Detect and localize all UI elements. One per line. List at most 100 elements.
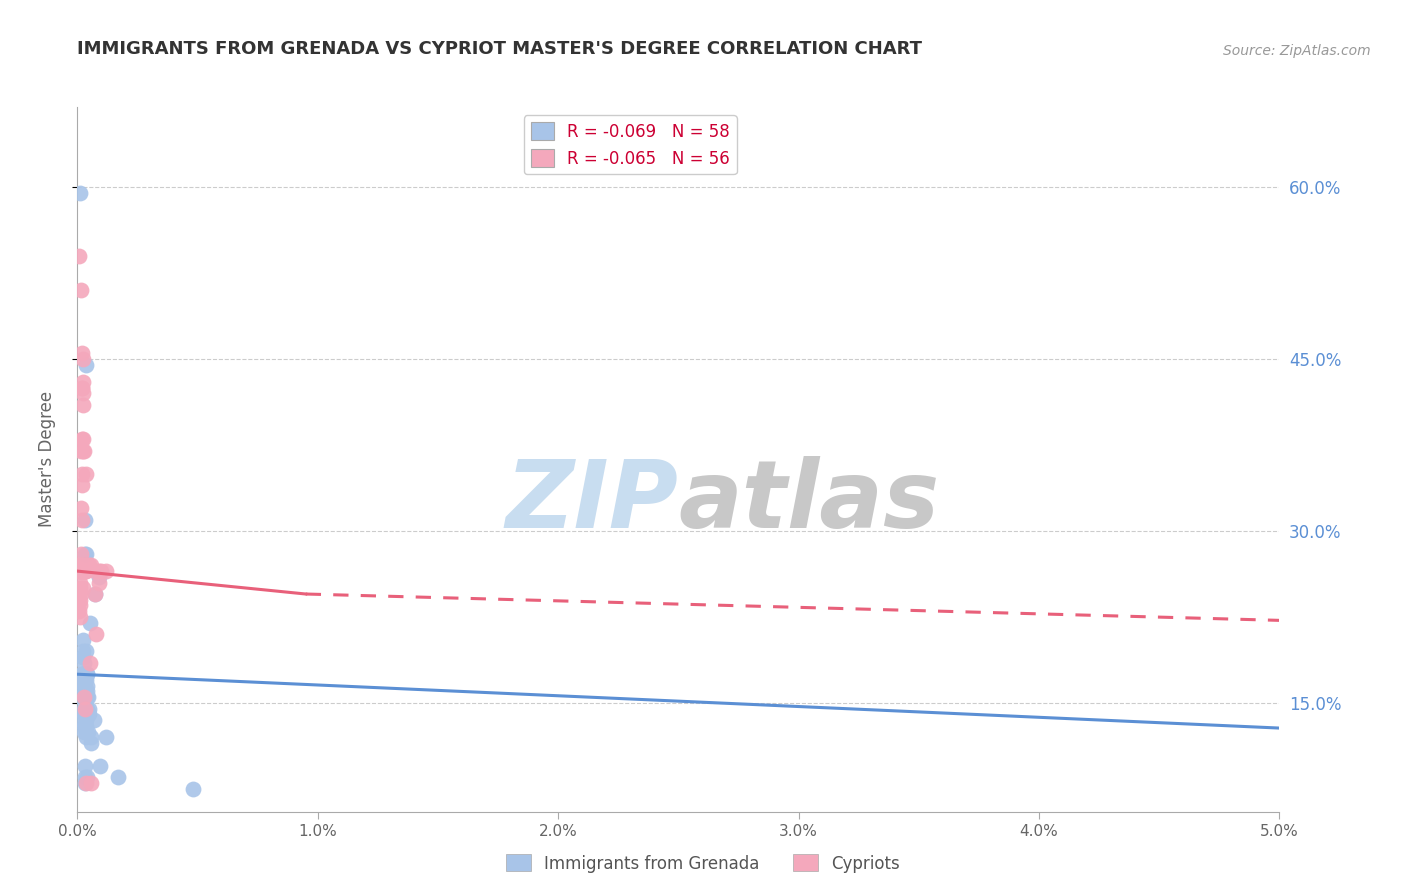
Point xyxy=(69,558,91,573)
Point xyxy=(70,478,93,492)
Point xyxy=(70,667,93,681)
Point xyxy=(76,558,98,573)
Point xyxy=(75,547,97,561)
Point xyxy=(75,644,97,658)
Point xyxy=(79,656,101,670)
Point xyxy=(73,564,96,578)
Point xyxy=(75,724,97,739)
Point xyxy=(79,707,101,722)
Point xyxy=(70,433,93,447)
Point xyxy=(69,547,91,561)
Point xyxy=(83,587,105,601)
Point xyxy=(83,713,105,727)
Point xyxy=(73,776,96,790)
Point xyxy=(70,346,93,360)
Point xyxy=(73,564,96,578)
Point xyxy=(75,731,97,745)
Point xyxy=(72,650,94,665)
Point xyxy=(73,701,96,715)
Point xyxy=(73,759,96,773)
Point xyxy=(72,443,94,458)
Point xyxy=(75,719,97,733)
Point xyxy=(80,558,103,573)
Point xyxy=(70,381,93,395)
Point xyxy=(73,512,96,526)
Point xyxy=(70,512,93,526)
Point xyxy=(69,599,91,613)
Point xyxy=(69,564,91,578)
Point xyxy=(89,759,111,773)
Point xyxy=(79,736,101,750)
Point xyxy=(72,375,94,389)
Point xyxy=(75,690,97,705)
Point xyxy=(72,644,94,658)
Point xyxy=(72,398,94,412)
Text: atlas: atlas xyxy=(679,456,939,548)
Point xyxy=(107,770,129,784)
Point xyxy=(79,558,101,573)
Point xyxy=(69,610,91,624)
Point xyxy=(67,604,90,618)
Point xyxy=(76,701,98,715)
Point xyxy=(69,587,91,601)
Point xyxy=(72,667,94,681)
Point xyxy=(73,724,96,739)
Point xyxy=(70,679,93,693)
Point xyxy=(75,701,97,715)
Point xyxy=(83,564,105,578)
Point xyxy=(67,249,90,263)
Point xyxy=(96,564,118,578)
Point xyxy=(79,701,101,715)
Point xyxy=(75,667,97,681)
Point xyxy=(76,684,98,698)
Point xyxy=(72,582,94,596)
Point xyxy=(76,770,98,784)
Point xyxy=(72,656,94,670)
Point xyxy=(75,713,97,727)
Point xyxy=(70,443,93,458)
Point xyxy=(72,386,94,401)
Point xyxy=(72,352,94,367)
Point xyxy=(72,433,94,447)
Point xyxy=(70,667,93,681)
Point xyxy=(73,673,96,687)
Point xyxy=(73,770,96,784)
Point xyxy=(181,781,204,796)
Y-axis label: Master's Degree: Master's Degree xyxy=(38,392,56,527)
Point xyxy=(77,724,100,739)
Point xyxy=(73,690,96,705)
Point xyxy=(69,558,91,573)
Point xyxy=(75,673,97,687)
Point xyxy=(76,679,98,693)
Point xyxy=(70,690,93,705)
Point xyxy=(84,627,107,641)
Point xyxy=(75,776,97,790)
Point xyxy=(70,501,93,516)
Text: Source: ZipAtlas.com: Source: ZipAtlas.com xyxy=(1223,44,1371,58)
Point xyxy=(75,547,97,561)
Point xyxy=(75,558,97,573)
Point xyxy=(73,564,96,578)
Point xyxy=(96,731,118,745)
Point xyxy=(72,443,94,458)
Point xyxy=(87,570,110,584)
Point xyxy=(76,667,98,681)
Point xyxy=(72,558,94,573)
Point xyxy=(70,284,93,298)
Point xyxy=(79,731,101,745)
Point xyxy=(72,650,94,665)
Point xyxy=(90,564,112,578)
Point xyxy=(70,381,93,395)
Point xyxy=(70,467,93,481)
Point xyxy=(75,564,97,578)
Point xyxy=(69,564,91,578)
Point xyxy=(72,632,94,647)
Text: IMMIGRANTS FROM GRENADA VS CYPRIOT MASTER'S DEGREE CORRELATION CHART: IMMIGRANTS FROM GRENADA VS CYPRIOT MASTE… xyxy=(77,40,922,58)
Point xyxy=(79,776,101,790)
Point xyxy=(89,575,111,590)
Point xyxy=(70,713,93,727)
Point xyxy=(75,358,97,372)
Point xyxy=(72,564,94,578)
Point xyxy=(75,467,97,481)
Point xyxy=(73,701,96,715)
